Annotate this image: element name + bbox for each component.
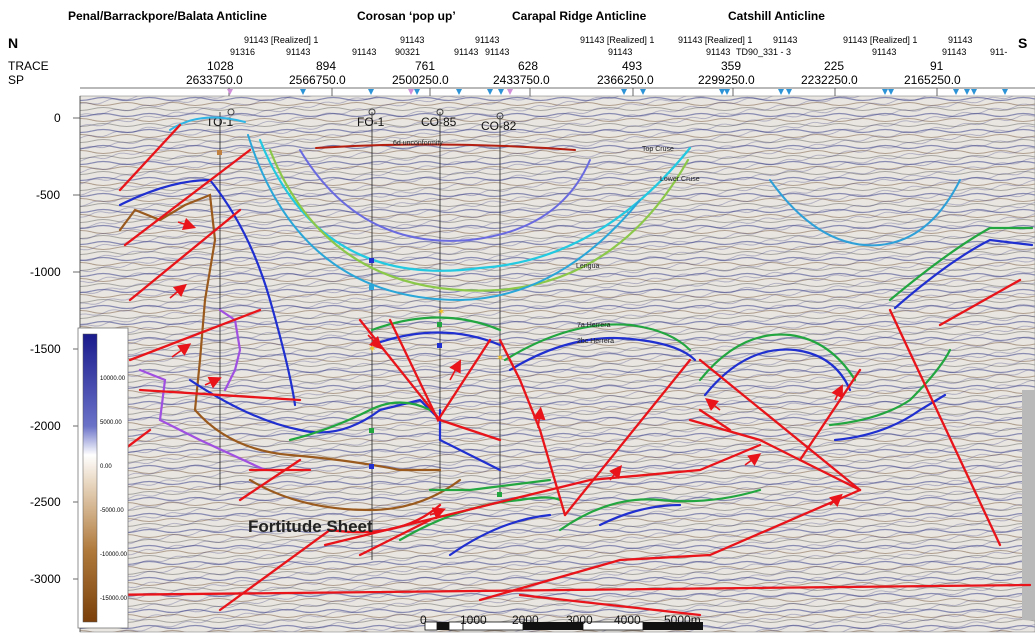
- scale-label: 0: [420, 613, 427, 627]
- line-ref: 91143: [608, 47, 632, 57]
- horizons: [118, 116, 1034, 557]
- horizon-label: Lower Cruse: [660, 176, 700, 183]
- line-ref: 91143: [706, 47, 730, 57]
- horizon-label: 2bc Herrera: [577, 338, 614, 345]
- compass-north: N: [8, 35, 18, 51]
- structure-labels: Penal/Barrackpore/Balata Anticline Coros…: [68, 9, 825, 23]
- line-ref: 91143 [Realized] 1: [678, 35, 752, 45]
- scale-label: 3000: [566, 613, 593, 627]
- depth-tick-label: 0: [54, 111, 61, 125]
- sp-value: 2500250.0: [392, 73, 449, 87]
- scale-bar: 0 1000 2000 3000 4000 5000m: [420, 613, 703, 631]
- horizon-label: 7a Herrera: [577, 322, 611, 329]
- horizon-label: Lengua: [576, 263, 599, 270]
- line-ref: 91143 [Realized] 1: [580, 35, 654, 45]
- line-ref: TD90_331 - 3: [736, 47, 791, 57]
- sp-values: 2633750.0 2566750.0 2500250.0 2433750.0 …: [186, 73, 961, 87]
- sp-value: 2433750.0: [493, 73, 550, 87]
- scale-label: 2000: [512, 613, 539, 627]
- line-ref: 91143: [475, 35, 499, 45]
- line-references: 91143 [Realized] 1 91316 91143 91143 911…: [230, 35, 1007, 57]
- trace-value: 761: [415, 59, 435, 73]
- horizon-label: 6d unconformity: [393, 140, 443, 147]
- svg-text:✶: ✶: [368, 344, 376, 355]
- line-ref: 91143: [400, 35, 424, 45]
- depth-tick-label: -500: [36, 188, 60, 202]
- svg-text:✶: ✶: [496, 353, 504, 364]
- line-ref: 91143: [454, 47, 478, 57]
- trace-value: 628: [518, 59, 538, 73]
- line-ref: 91143: [872, 47, 896, 57]
- sp-value: 2366250.0: [597, 73, 654, 87]
- colorbar-tick: 0.00: [100, 464, 112, 470]
- faults: [98, 123, 1032, 617]
- horizon-6d-unconformity: [315, 143, 576, 151]
- structure-label-catshill: Catshill Anticline: [728, 9, 825, 23]
- well-label-co85: CO-85: [421, 115, 457, 129]
- trace-value: 894: [316, 59, 336, 73]
- trace-value: 225: [824, 59, 844, 73]
- line-ref: 91143: [286, 47, 310, 57]
- structure-label-carapal: Carapal Ridge Anticline: [512, 9, 647, 23]
- sp-value: 2633750.0: [186, 73, 243, 87]
- depth-tick-label: -3000: [30, 572, 61, 586]
- structure-label-penal: Penal/Barrackpore/Balata Anticline: [68, 9, 267, 23]
- scale-label: 4000: [614, 613, 641, 627]
- trace-row-label: TRACE: [8, 59, 49, 73]
- line-ref: 91143: [773, 35, 797, 45]
- depth-axis: 0 -500 -1000 -1500 -2000 -2500 -3000: [30, 96, 81, 632]
- horizon-lower-cruse: [268, 148, 690, 292]
- horizon-labels: 6d unconformity Top Cruse Lower Cruse Le…: [393, 140, 700, 345]
- structure-label-corosan: Corosan ‘pop up’: [357, 9, 456, 23]
- sp-value: 2232250.0: [801, 73, 858, 87]
- line-ref: 91316: [230, 47, 255, 57]
- compass-south: S: [1018, 35, 1027, 51]
- sp-value: 2165250.0: [904, 73, 961, 87]
- fault-arrows: [169, 217, 843, 520]
- colorbar-tick: 5000.00: [100, 420, 122, 426]
- depth-tick-label: -2500: [30, 495, 61, 509]
- sp-value: 2299250.0: [698, 73, 755, 87]
- well-label-fo1: FO-1: [357, 115, 385, 129]
- colorbar-tick: -10000.00: [100, 552, 128, 558]
- scale-label: 5000m: [664, 613, 701, 627]
- header-axis: [80, 87, 1035, 96]
- horizon-label: Top Cruse: [642, 146, 674, 153]
- sheet-label: Fortitude Sheet: [248, 517, 373, 536]
- line-ref: 911-: [990, 47, 1007, 57]
- horizon-cyan-top: [169, 116, 246, 131]
- horizon-7a-herrera: [370, 316, 502, 332]
- horizon-lengua: [247, 134, 641, 302]
- colorbar-tick: 10000.00: [100, 376, 126, 382]
- line-ref: 91143: [948, 35, 972, 45]
- colorbar-tick: -15000.00: [100, 596, 128, 602]
- line-ref: 91143 [Realized] 1: [843, 35, 917, 45]
- depth-tick-label: -1500: [30, 342, 61, 356]
- line-ref: 91143: [352, 47, 376, 57]
- colorbar-tick: -5000.00: [100, 508, 124, 514]
- wells: TO-1 FO-1 CO-85 CO-82: [206, 108, 517, 560]
- trace-values: 1028 894 761 628 493 359 225 91: [207, 59, 944, 73]
- sp-value: 2566750.0: [289, 73, 346, 87]
- trace-value: 1028: [207, 59, 234, 73]
- depth-tick-label: -1000: [30, 265, 61, 279]
- amplitude-colorbar: 10000.00 5000.00 0.00 -5000.00 -10000.00…: [77, 327, 129, 629]
- svg-text:✶: ✶: [437, 307, 445, 318]
- line-ref: 91143: [485, 47, 509, 57]
- scale-label: 1000: [460, 613, 487, 627]
- well-label-co82: CO-82: [481, 119, 517, 133]
- sp-row-label: SP: [8, 73, 24, 87]
- line-ref: 91143: [942, 47, 966, 57]
- line-ref: 91143 [Realized] 1: [244, 35, 318, 45]
- trace-value: 91: [930, 59, 944, 73]
- trace-value: 493: [622, 59, 642, 73]
- depth-tick-label: -2000: [30, 419, 61, 433]
- horizon-2bc-herrera: [508, 336, 697, 372]
- well-markers: ✶ ✶ ✶: [217, 150, 504, 497]
- shotpoint-markers: [300, 89, 1008, 95]
- line-ref: 90321: [395, 47, 420, 57]
- trace-value: 359: [721, 59, 741, 73]
